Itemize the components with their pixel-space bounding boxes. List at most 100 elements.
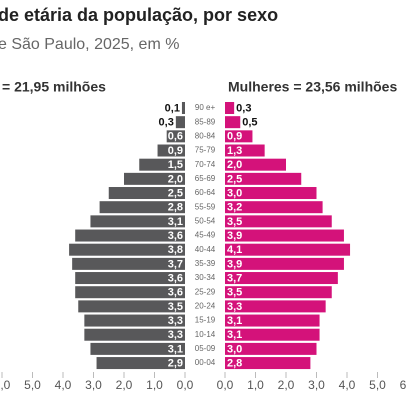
x-tick-label: 4,0	[55, 378, 72, 392]
bar	[75, 229, 185, 242]
value-label: 3,3	[227, 301, 242, 313]
x-tick-label: 3,0	[85, 378, 102, 392]
age-label: 55-59	[195, 202, 216, 211]
value-label: 3,7	[227, 272, 242, 284]
value-label: 2,8	[227, 357, 242, 369]
value-label: 3,8	[168, 244, 183, 256]
x-tick-label: 3,0	[308, 378, 325, 392]
age-label: 30-34	[195, 273, 216, 282]
value-label: 3,7	[168, 258, 183, 270]
age-label: 35-39	[195, 259, 216, 268]
bar	[181, 102, 185, 114]
legend-label: = 21,95 milhões	[2, 79, 106, 95]
bar	[225, 272, 338, 285]
bar	[108, 187, 185, 200]
bar	[225, 300, 326, 313]
age-label: 00-04	[195, 358, 216, 367]
bar	[225, 172, 302, 185]
value-label: 1,3	[227, 145, 242, 157]
bar	[78, 300, 185, 313]
bar	[225, 286, 332, 299]
value-label: 3,2	[227, 202, 242, 214]
value-label: 3,1	[227, 329, 242, 341]
bar	[225, 187, 317, 200]
bar	[225, 102, 235, 114]
x-tick-label: 1,0	[247, 378, 264, 392]
age-label: 50-54	[195, 216, 216, 225]
bar	[225, 116, 241, 129]
bar	[225, 158, 286, 171]
bar	[225, 144, 265, 157]
bar	[157, 144, 185, 157]
bar	[175, 116, 185, 129]
legend-label: Mulheres = 23,56 milhões	[228, 79, 397, 95]
value-label: 0,9	[227, 131, 242, 143]
age-label: 05-09	[195, 344, 216, 353]
bar	[139, 158, 185, 171]
value-label: 0,1	[165, 102, 180, 114]
value-label: 2,0	[168, 173, 183, 185]
bar	[225, 229, 344, 242]
bar	[225, 201, 323, 214]
value-label: 0,6	[168, 131, 183, 143]
value-label: 2,9	[168, 357, 183, 369]
value-label: 3,9	[227, 258, 242, 270]
value-label: 3,1	[168, 216, 183, 228]
bar	[90, 342, 185, 355]
bar	[75, 272, 185, 285]
value-label: 2,5	[168, 187, 183, 199]
bar	[225, 357, 311, 370]
value-label: 2,5	[227, 173, 242, 185]
value-label: 3,6	[168, 272, 183, 284]
bar	[225, 342, 317, 355]
value-label: 1,5	[168, 159, 183, 171]
bar	[99, 201, 185, 214]
age-label: 85-89	[195, 117, 216, 126]
x-tick-label: 6,0	[400, 378, 406, 392]
chart-title: de etária da população, por sexo	[0, 5, 278, 25]
x-tick-label: 2,0	[278, 378, 295, 392]
bar	[225, 257, 344, 270]
bar	[90, 215, 185, 228]
value-label: 3,3	[168, 315, 183, 327]
age-label: 60-64	[195, 188, 216, 197]
value-label: 3,3	[168, 329, 183, 341]
value-label: 0,5	[242, 117, 257, 129]
value-label: 2,0	[227, 159, 242, 171]
x-tick-label: 0,0	[177, 378, 194, 392]
age-label: 75-79	[195, 146, 216, 155]
age-label: 65-69	[195, 174, 216, 183]
age-label: 90 e+	[195, 103, 216, 112]
value-label: 3,9	[227, 230, 242, 242]
age-label: 15-19	[195, 316, 216, 325]
x-tick-label: 1,0	[146, 378, 163, 392]
value-label: 3,1	[227, 315, 242, 327]
value-label: 2,8	[168, 202, 183, 214]
bar	[96, 357, 185, 370]
age-label: 45-49	[195, 231, 216, 240]
value-label: 3,1	[168, 343, 183, 355]
bar	[84, 314, 185, 327]
age-label: 20-24	[195, 301, 216, 310]
bar	[225, 328, 320, 341]
bar	[84, 328, 185, 341]
bar	[124, 172, 185, 185]
x-tick-label: 5,0	[24, 378, 41, 392]
bar	[225, 243, 351, 256]
value-label: 3,6	[168, 230, 183, 242]
value-label: 3,5	[168, 301, 183, 313]
age-label: 70-74	[195, 160, 216, 169]
x-tick-label: 6,0	[0, 378, 11, 392]
bar	[75, 286, 185, 299]
bar	[225, 130, 253, 143]
bar	[69, 243, 185, 256]
value-label: 3,6	[168, 287, 183, 299]
chart-subtitle: e São Paulo, 2025, em %	[0, 36, 179, 53]
x-tick-label: 4,0	[339, 378, 356, 392]
age-label: 80-84	[195, 131, 216, 140]
x-tick-label: 5,0	[369, 378, 386, 392]
age-label: 25-29	[195, 287, 216, 296]
value-label: 0,9	[168, 145, 183, 157]
value-label: 3,5	[227, 216, 242, 228]
